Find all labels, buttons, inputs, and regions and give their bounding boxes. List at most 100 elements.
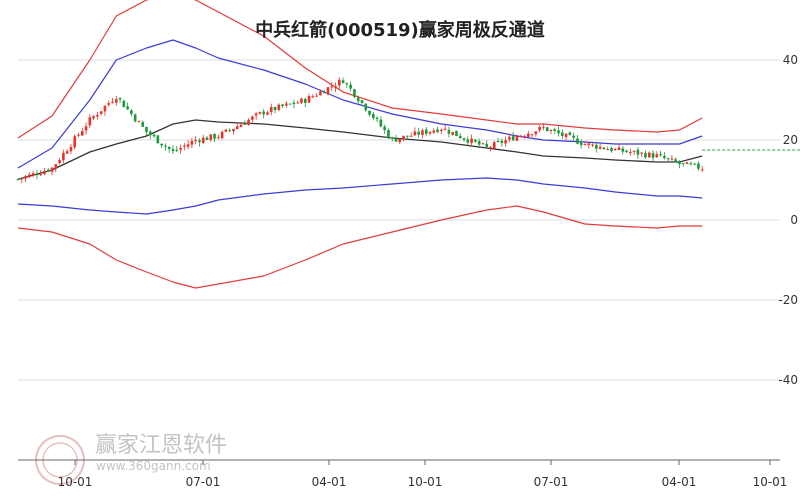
candle-body <box>156 135 160 144</box>
candle-body <box>107 103 111 105</box>
candle-body <box>20 178 24 180</box>
candle-body <box>114 99 118 103</box>
candle-body <box>409 135 413 137</box>
candle-body <box>549 130 553 132</box>
candle-body <box>54 164 58 169</box>
candle-body <box>678 162 681 165</box>
candle-body <box>647 152 651 158</box>
x-tick-label: 07-01 <box>186 475 221 489</box>
candle-body <box>277 104 281 110</box>
candle-body <box>50 167 54 172</box>
candle-body <box>613 148 617 151</box>
candle-body <box>254 113 258 116</box>
candle-body <box>243 124 247 126</box>
candle-body <box>406 135 409 137</box>
x-tick-label: 04-01 <box>662 475 697 489</box>
candle-body <box>568 132 572 136</box>
candle-body <box>610 148 613 151</box>
candle-body <box>598 146 602 149</box>
candle-body <box>538 126 541 131</box>
candle-body <box>617 147 621 150</box>
candle-body <box>576 138 579 144</box>
candle-body <box>28 174 31 178</box>
candle-body <box>356 97 360 102</box>
candle-body <box>345 83 349 85</box>
candle-body <box>670 158 674 160</box>
candle-body <box>88 117 92 126</box>
candle-body <box>149 131 152 136</box>
candle-body <box>39 174 42 176</box>
y-tick-label: -20 <box>778 293 798 307</box>
candle-body <box>235 126 239 129</box>
candle-body <box>228 130 231 132</box>
candle-body <box>625 150 628 153</box>
candle-body <box>175 149 179 151</box>
candle-body <box>542 127 545 129</box>
candle-body <box>194 139 197 142</box>
candle-body <box>606 149 609 151</box>
candle-body <box>379 119 383 127</box>
candle-body <box>77 134 80 136</box>
candle-body <box>508 136 511 140</box>
candle-body <box>451 132 454 135</box>
candle-body <box>130 110 133 115</box>
candle-body <box>16 179 20 181</box>
candle-body <box>58 160 61 164</box>
candle-body <box>96 114 99 117</box>
candle-body <box>372 114 375 119</box>
chart-gridlines <box>18 59 780 381</box>
series-outer-lower-band <box>17 205 703 289</box>
candle-body <box>122 100 126 108</box>
candle-body <box>31 173 35 176</box>
candle-body <box>402 135 405 140</box>
candle-body <box>251 116 254 120</box>
candle-body <box>492 142 496 149</box>
candle-body <box>217 137 220 139</box>
chart-candles-layer <box>16 77 704 184</box>
candle-body <box>602 147 606 150</box>
candle-body <box>338 79 341 86</box>
candle-body <box>534 131 538 135</box>
candle-body <box>496 140 500 142</box>
candle-body <box>167 146 171 149</box>
candle-body <box>655 154 659 158</box>
candle-body <box>179 148 182 150</box>
candle-body <box>629 152 632 154</box>
candle-body <box>266 112 269 115</box>
candle-body <box>636 149 640 155</box>
candle-body <box>421 130 424 136</box>
candle-body <box>205 137 209 140</box>
candle-body <box>470 138 473 144</box>
y-tick-label: 40 <box>783 53 798 67</box>
x-tick-label: 10-01 <box>58 475 93 489</box>
candle-body <box>368 110 371 115</box>
candle-body <box>315 95 318 97</box>
candle-body <box>500 140 504 143</box>
candle-body <box>545 127 549 132</box>
candle-body <box>80 131 84 136</box>
candle-body <box>322 91 326 94</box>
candle-body <box>300 98 303 103</box>
candle-body <box>330 86 334 88</box>
series-inner-lower-band <box>17 177 703 215</box>
candle-body <box>326 87 330 95</box>
candle-body <box>43 171 46 175</box>
candle-body <box>583 144 587 146</box>
candle-body <box>69 146 73 152</box>
candle-body <box>689 163 693 165</box>
candle-body <box>564 133 568 138</box>
candle-body <box>644 153 647 158</box>
candle-body <box>126 106 129 110</box>
candle-body <box>35 174 39 176</box>
candle-body <box>186 144 190 147</box>
candle-body <box>700 169 704 171</box>
candle-body <box>515 136 519 141</box>
candle-body <box>651 153 655 158</box>
candle-body <box>224 129 228 132</box>
candle-body <box>145 126 148 133</box>
candle-body <box>353 89 356 97</box>
candle-body <box>137 121 141 123</box>
candle-body <box>262 111 265 115</box>
candle-body <box>561 132 564 136</box>
